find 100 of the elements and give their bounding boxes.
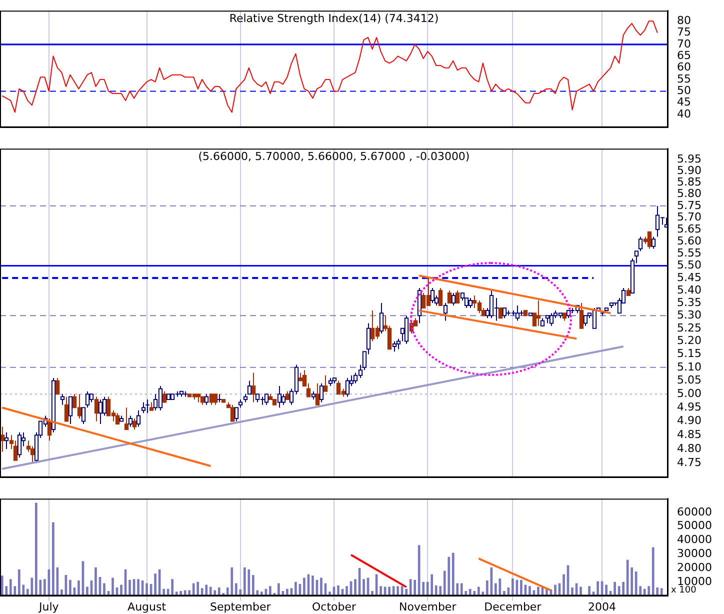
bar [94,567,97,596]
y-tick-label: 5.00 [677,386,702,400]
y-tick-label: 5.75 [677,198,702,212]
y-tick-label: 4.95 [677,400,702,414]
bar [380,586,382,596]
candlestick [145,398,150,414]
bar [494,583,497,596]
y-tick-label: 50000 [677,519,712,532]
bar [660,588,663,596]
bar [512,578,514,596]
bar [146,583,148,596]
bar [596,581,599,596]
bar [588,586,590,596]
bar [468,588,472,596]
bar [278,583,280,596]
bar [214,590,216,596]
y-tick-label: 5.65 [677,222,702,236]
bar [448,556,450,596]
bar [409,579,412,596]
bar [188,590,191,596]
bar [312,576,314,596]
bar [52,522,54,596]
bar [614,582,616,596]
bar [652,547,654,596]
y-tick-label: 30000 [677,547,712,560]
y-tick-label: 55 [677,72,691,86]
bar [554,584,556,596]
bar [86,586,88,596]
bar [196,582,200,596]
bar [248,569,250,596]
y-tick-label: 5.10 [677,360,702,374]
bar [562,574,565,596]
bar [78,580,80,596]
y-tick-label: 5.90 [677,164,702,178]
y-tick-label: 60 [677,60,691,74]
bar [537,586,540,596]
y-tick-label: 5.40 [677,283,702,296]
y-tick-label: 70 [677,37,691,50]
bar [286,588,288,596]
y-tick-label: 5.50 [677,258,702,272]
x-tick-label: December [484,600,542,614]
bar [460,583,463,596]
bar [634,572,638,596]
bar [112,578,114,596]
bar [434,585,438,596]
bar [9,579,12,596]
y-tick-label: 45 [677,96,691,109]
y-tick-label: 80 [677,14,691,27]
bar [396,586,399,596]
x-tick-label: November [398,600,457,614]
bar [205,584,208,596]
bar [630,567,634,596]
bar [218,587,220,596]
bar [230,567,234,596]
y-tick-label: 5.85 [677,176,702,189]
y-tick-label: 5.70 [677,210,702,224]
bar [34,502,38,596]
bar [477,586,480,596]
bar [137,579,140,596]
y-tick-label: 5.95 [677,152,702,166]
bar [303,578,306,596]
y-tick-label: 5.55 [677,246,702,260]
bar [243,567,246,596]
y-tick-label: 4.90 [677,414,702,428]
y-tick-label: 40 [677,107,691,120]
bar [0,576,4,596]
bar [18,569,20,596]
y-tick-label: 5.80 [677,187,702,200]
bar [30,578,34,596]
bar [337,585,340,596]
y-tick-label: 5.35 [677,296,702,309]
chart-title: (5.66000, 5.70000, 5.66000, 5.67000 , -0.03000) [198,150,470,163]
y-tick-label: 5.05 [677,374,702,387]
y-tick-label: 40000 [677,533,712,546]
y-tick-label: 65 [677,49,691,62]
x-tick-label: September [210,600,272,614]
x-tick-label: July [38,600,60,614]
y-tick-label: 60000 [677,505,712,518]
bar [128,580,131,596]
bar [622,582,624,596]
y-tick-label: 5.25 [677,321,702,334]
text: x 100 [671,586,697,596]
y-tick-label: 5.15 [677,347,702,360]
x-tick-label: 2004 [588,600,616,614]
bar [520,580,522,596]
chart-title: Relative Strength Index(14) (74.3412) [229,12,439,25]
y-tick-label: 4.75 [677,456,702,470]
bar [580,586,582,596]
bar [362,579,365,596]
bar [154,574,156,596]
bar [414,580,416,596]
bar [643,588,646,596]
bar [388,586,390,596]
bar [69,580,72,596]
y-tick-label: 75 [677,26,691,39]
bar [234,583,238,596]
bar [294,582,297,596]
bar [430,574,434,596]
bar [209,586,212,596]
bar [192,583,195,596]
